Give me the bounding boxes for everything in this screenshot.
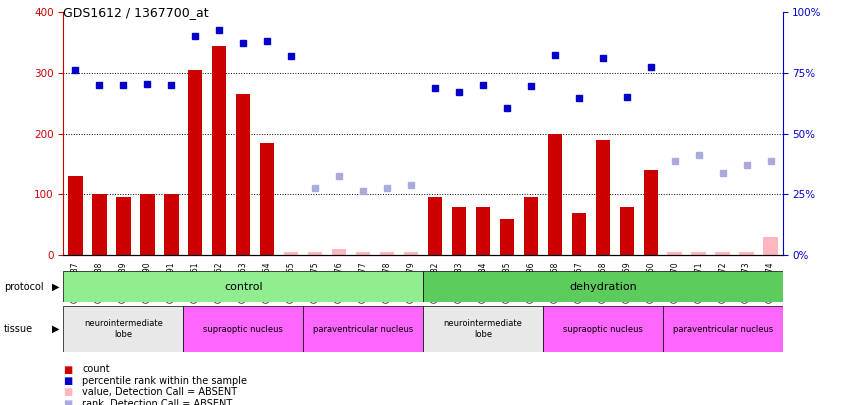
- Bar: [308, 252, 322, 255]
- Text: ▶: ▶: [52, 281, 59, 292]
- Text: GDS1612 / 1367700_at: GDS1612 / 1367700_at: [63, 6, 209, 19]
- Bar: [667, 252, 682, 255]
- Bar: [404, 252, 418, 255]
- Bar: [69, 176, 83, 255]
- Bar: [739, 252, 754, 255]
- Text: ■: ■: [63, 387, 73, 397]
- Bar: [547, 134, 562, 255]
- Text: ■: ■: [63, 399, 73, 405]
- Bar: [524, 198, 538, 255]
- Bar: [763, 237, 777, 255]
- Bar: [332, 249, 346, 255]
- Text: paraventricular nucleus: paraventricular nucleus: [313, 324, 413, 334]
- Bar: [543, 306, 662, 352]
- Bar: [619, 207, 634, 255]
- Bar: [116, 198, 130, 255]
- Bar: [423, 306, 543, 352]
- Text: percentile rank within the sample: percentile rank within the sample: [82, 376, 247, 386]
- Bar: [356, 252, 371, 255]
- Bar: [260, 143, 274, 255]
- Bar: [188, 70, 202, 255]
- Text: dehydration: dehydration: [569, 281, 637, 292]
- Text: tissue: tissue: [4, 324, 33, 334]
- Bar: [428, 198, 442, 255]
- Text: neurointermediate
lobe: neurointermediate lobe: [84, 320, 162, 339]
- Bar: [691, 252, 706, 255]
- Text: supraoptic nucleus: supraoptic nucleus: [203, 324, 283, 334]
- Bar: [303, 306, 423, 352]
- Text: protocol: protocol: [4, 281, 44, 292]
- Bar: [380, 252, 394, 255]
- Bar: [284, 252, 299, 255]
- Text: ■: ■: [63, 376, 73, 386]
- Bar: [500, 219, 514, 255]
- Text: neurointermediate
lobe: neurointermediate lobe: [443, 320, 522, 339]
- Text: supraoptic nucleus: supraoptic nucleus: [563, 324, 643, 334]
- Bar: [423, 271, 783, 302]
- Bar: [644, 170, 658, 255]
- Bar: [236, 94, 250, 255]
- Text: paraventricular nucleus: paraventricular nucleus: [673, 324, 772, 334]
- Bar: [662, 306, 783, 352]
- Bar: [452, 207, 466, 255]
- Bar: [572, 213, 586, 255]
- Bar: [140, 194, 155, 255]
- Bar: [184, 306, 303, 352]
- Bar: [63, 306, 184, 352]
- Bar: [92, 194, 107, 255]
- Text: rank, Detection Call = ABSENT: rank, Detection Call = ABSENT: [82, 399, 233, 405]
- Bar: [596, 140, 610, 255]
- Bar: [716, 252, 730, 255]
- Text: ▶: ▶: [52, 324, 59, 334]
- Text: control: control: [224, 281, 262, 292]
- Bar: [164, 194, 179, 255]
- Bar: [212, 46, 227, 255]
- Text: value, Detection Call = ABSENT: value, Detection Call = ABSENT: [82, 387, 237, 397]
- Text: ■: ■: [63, 364, 73, 375]
- Bar: [475, 207, 490, 255]
- Bar: [63, 271, 423, 302]
- Text: count: count: [82, 364, 110, 375]
